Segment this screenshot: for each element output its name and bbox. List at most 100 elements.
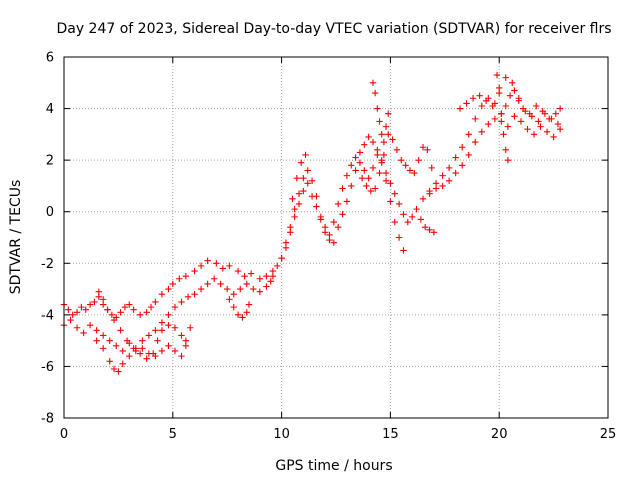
data-point — [108, 311, 116, 319]
data-point — [110, 365, 118, 373]
data-point — [139, 345, 146, 352]
data-point — [165, 321, 172, 329]
data-point — [130, 345, 137, 352]
y-tick-label: 2 — [46, 154, 54, 169]
data-point — [217, 280, 224, 288]
data-point — [422, 223, 429, 231]
x-tick-label: 15 — [382, 427, 399, 442]
data-point — [136, 350, 144, 357]
data-point — [476, 92, 483, 99]
data-point — [552, 110, 559, 117]
data-point — [178, 298, 185, 306]
data-point — [237, 285, 244, 293]
data-point — [369, 138, 377, 146]
data-point — [136, 311, 144, 319]
series-track-j — [369, 79, 392, 146]
data-point — [502, 74, 509, 81]
data-point — [411, 169, 418, 177]
data-point — [67, 316, 74, 324]
data-point — [69, 311, 76, 319]
data-point — [106, 337, 113, 344]
data-point — [182, 337, 190, 344]
data-point — [532, 102, 540, 110]
data-point — [393, 146, 401, 154]
data-point — [380, 151, 388, 159]
data-point — [352, 154, 359, 161]
data-point — [150, 350, 157, 357]
y-tick-label: -2 — [41, 257, 54, 272]
x-tick-label: 10 — [273, 427, 290, 442]
data-point — [343, 198, 351, 205]
data-point — [485, 120, 492, 128]
data-point — [408, 213, 416, 221]
data-point — [99, 345, 107, 352]
data-point — [295, 190, 303, 197]
data-point — [400, 211, 407, 218]
data-point — [382, 177, 390, 184]
data-point — [106, 358, 113, 365]
data-point — [80, 329, 87, 337]
data-point — [502, 146, 509, 154]
data-point — [178, 352, 185, 360]
data-point — [184, 293, 192, 301]
data-point — [263, 283, 270, 290]
data-point — [528, 113, 536, 120]
data-point — [367, 187, 375, 195]
data-point — [385, 131, 392, 138]
data-point — [256, 288, 264, 295]
data-point — [365, 133, 372, 141]
data-point — [395, 200, 403, 208]
data-point — [121, 303, 129, 311]
data-point — [500, 131, 507, 138]
series-track-a — [60, 257, 277, 321]
chart-title: Day 247 of 2023, Sidereal Day-to-day VTE… — [56, 21, 611, 37]
data-point — [469, 95, 477, 102]
data-point — [432, 180, 440, 187]
series-track-d — [95, 288, 194, 362]
data-point — [213, 260, 220, 267]
data-point — [291, 213, 298, 221]
data-point — [219, 265, 227, 272]
data-point — [452, 169, 459, 177]
data-point — [158, 347, 166, 355]
plot-border — [63, 56, 609, 419]
data-point — [226, 296, 233, 303]
data-point — [86, 301, 94, 308]
data-point — [439, 182, 446, 190]
data-point — [243, 309, 250, 316]
data-point — [169, 280, 176, 288]
data-point — [537, 123, 544, 130]
data-point — [300, 187, 307, 195]
data-point — [385, 110, 392, 117]
data-point — [404, 218, 412, 226]
data-point — [139, 337, 146, 344]
data-point — [226, 262, 233, 270]
grid — [64, 57, 608, 418]
data-point — [197, 262, 205, 270]
data-point — [548, 115, 555, 123]
data-point — [317, 213, 324, 221]
data-point — [509, 79, 516, 86]
data-point — [439, 172, 446, 179]
data-point — [152, 298, 159, 306]
data-point — [334, 223, 342, 231]
data-point — [234, 311, 242, 319]
data-point — [339, 185, 346, 192]
data-point — [250, 285, 257, 293]
data-point — [361, 167, 368, 174]
data-point — [115, 368, 122, 375]
data-point — [154, 337, 161, 344]
data-point — [445, 177, 453, 184]
data-point — [256, 275, 264, 282]
data-point — [530, 131, 538, 138]
data-point — [123, 337, 131, 344]
data-point — [210, 275, 218, 282]
data-point — [365, 174, 372, 182]
data-point — [452, 154, 459, 161]
data-point — [517, 118, 525, 125]
series-track-f — [269, 151, 438, 280]
y-tick-label: -8 — [41, 412, 54, 427]
data-point — [334, 200, 342, 208]
data-point — [158, 319, 166, 326]
